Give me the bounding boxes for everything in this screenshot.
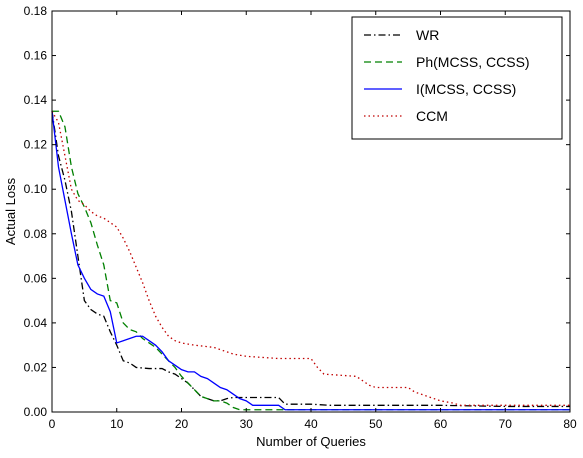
series-line-3 bbox=[51, 111, 570, 411]
x-tick-label: 0 bbox=[49, 417, 56, 431]
y-tick-label: 0.16 bbox=[24, 49, 48, 63]
series-layer bbox=[51, 110, 570, 411]
x-tick-label: 20 bbox=[175, 417, 189, 431]
x-tick-label: 60 bbox=[434, 417, 448, 431]
x-tick-label: 80 bbox=[563, 417, 577, 431]
x-tick-label: 10 bbox=[110, 417, 124, 431]
series-line-1 bbox=[51, 111, 570, 408]
x-tick-label: 40 bbox=[304, 417, 318, 431]
y-tick-label: 0.02 bbox=[24, 360, 48, 374]
legend-items: WR Ph(MCSS, CCSS) I(MCSS, CCSS) CCM bbox=[364, 27, 530, 124]
x-axis-label: Number of Queries bbox=[256, 434, 366, 449]
x-tick-label: 50 bbox=[369, 417, 383, 431]
x-tick-label: 70 bbox=[499, 417, 513, 431]
y-tick-label: 0.18 bbox=[24, 4, 48, 18]
legend-label-2: Ph(MCSS, CCSS) bbox=[416, 54, 530, 70]
y-tick-label: 0.00 bbox=[24, 405, 48, 419]
y-axis-label: Actual Loss bbox=[3, 177, 18, 245]
x-tick-label: 30 bbox=[240, 417, 254, 431]
y-tick-label: 0.10 bbox=[24, 182, 48, 196]
legend: WR Ph(MCSS, CCSS) I(MCSS, CCSS) CCM bbox=[351, 16, 563, 140]
y-tick-label: 0.06 bbox=[24, 271, 48, 285]
legend-label-1: WR bbox=[416, 27, 439, 43]
axis-ticks: 0 10 20 30 40 50 60 70 80 0.00 0.02 0.04 0.06 0.08 0.1… bbox=[24, 4, 577, 431]
y-tick-label: 0.08 bbox=[24, 227, 48, 241]
legend-label-4: CCM bbox=[416, 108, 448, 124]
legend-box bbox=[351, 16, 563, 140]
series-line-4 bbox=[51, 110, 570, 406]
y-tick-label: 0.04 bbox=[24, 316, 48, 330]
legend-label-3: I(MCSS, CCSS) bbox=[416, 81, 516, 97]
y-tick-label: 0.14 bbox=[24, 93, 48, 107]
series-line-2 bbox=[52, 110, 570, 411]
y-tick-label: 0.12 bbox=[24, 138, 48, 152]
